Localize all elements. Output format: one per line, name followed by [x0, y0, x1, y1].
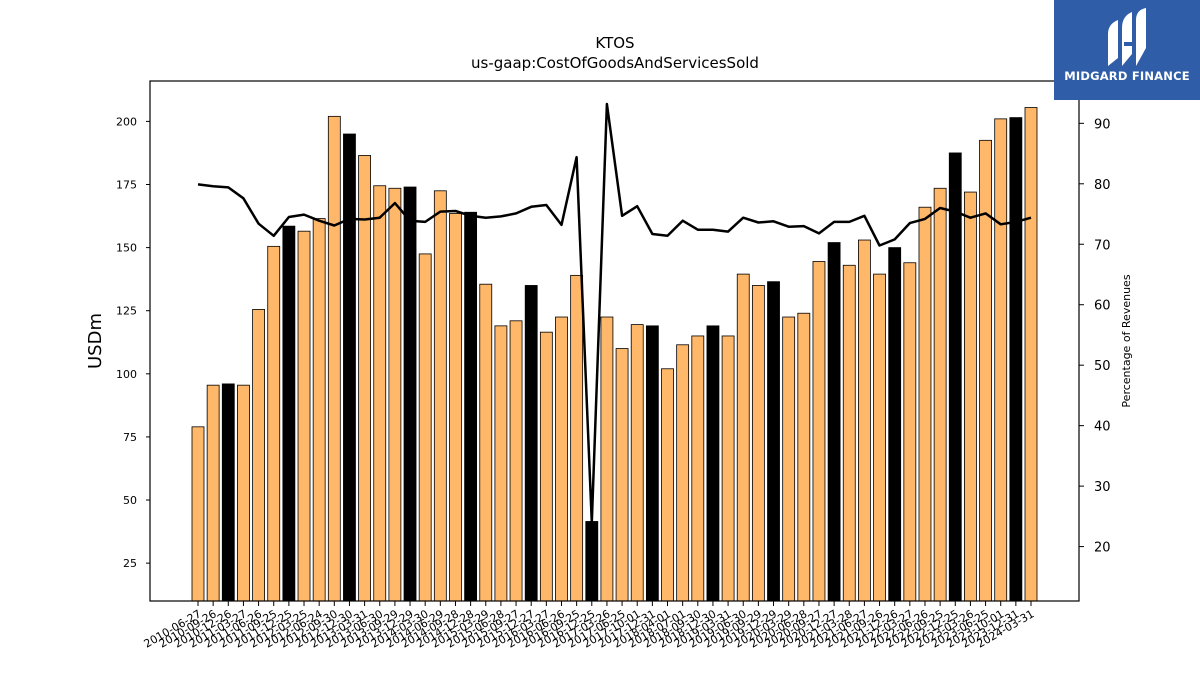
y-tick-label: 75	[123, 431, 137, 444]
y2-tick-label: 80	[1094, 178, 1111, 193]
bar-2018-07-01	[676, 344, 690, 602]
bar-2018-04-01	[661, 368, 674, 602]
line-group	[197, 102, 1032, 524]
y2-tick-label: 50	[1094, 359, 1111, 374]
y2-tick-label: 70	[1094, 238, 1111, 253]
bar-2020-03-29	[782, 316, 796, 602]
bar-2020-12-27	[827, 242, 841, 602]
bar-2010-09-26	[206, 384, 220, 602]
bar-2012-03-25	[297, 230, 311, 602]
bar-2015-03-29	[479, 283, 493, 602]
y-tick-label: 50	[123, 494, 137, 507]
y2-tick-label: 90	[1094, 117, 1111, 132]
bar-2021-03-28	[842, 264, 856, 602]
x-axis: 2010-06-272010-09-262010-12-262011-03-27…	[142, 601, 1037, 651]
y-axis-label: USDm	[85, 313, 106, 369]
percent-of-revenues-line	[197, 102, 1032, 524]
bar-2012-12-30	[343, 133, 356, 602]
bar-2023-10-01	[994, 118, 1008, 602]
bar-2016-03-27	[539, 331, 553, 602]
y-tick-label: 175	[116, 178, 137, 191]
midgard-logo-icon	[1108, 8, 1146, 66]
bar-2020-09-27	[812, 261, 826, 602]
y-tick-label: 125	[116, 305, 137, 318]
bar-2013-12-29	[403, 186, 417, 602]
bar-2019-09-29	[751, 285, 765, 602]
bar-2021-12-26	[888, 247, 902, 602]
bars-group	[191, 107, 1038, 602]
y-tick-label: 100	[116, 368, 137, 381]
bar-2011-09-25	[267, 245, 281, 602]
bar-2017-03-26	[600, 316, 614, 602]
bar-2011-06-26	[252, 309, 265, 602]
bar-2014-12-28	[464, 211, 478, 602]
y-tick-label: 25	[123, 557, 137, 570]
bar-2013-06-30	[373, 185, 387, 602]
bar-2017-10-01	[630, 324, 644, 602]
bar-2016-12-25	[585, 521, 599, 602]
y-tick-label: 150	[116, 242, 137, 255]
bar-2014-03-30	[418, 253, 432, 602]
bar-2019-03-31	[721, 335, 735, 602]
y2-axis-label: Percentage of Revenues	[1120, 274, 1133, 407]
y2-tick-label: 20	[1094, 541, 1111, 556]
bar-2023-12-31	[1009, 117, 1023, 602]
bar-2014-09-28	[449, 213, 462, 602]
logo-text: MIDGARD FINANCE	[1064, 69, 1190, 83]
bar-2023-03-26	[964, 191, 977, 602]
bar-2011-03-27	[237, 384, 250, 602]
bar-2013-09-29	[388, 187, 402, 602]
chart-title: KTOS	[595, 34, 634, 52]
bar-2011-12-25	[282, 225, 296, 602]
bar-2022-03-27	[903, 262, 917, 602]
bar-2014-06-29	[433, 190, 447, 602]
bar-2023-06-25	[979, 139, 992, 602]
bar-2015-09-27	[509, 320, 523, 602]
bar-2016-09-25	[570, 274, 584, 602]
bar-2010-12-26	[221, 383, 235, 602]
bar-2022-12-25	[948, 152, 962, 602]
bar-2024-03-31	[1024, 107, 1038, 602]
bar-2021-09-26	[873, 273, 886, 602]
bar-2010-06-27	[191, 426, 205, 602]
y2-tick-label: 60	[1094, 299, 1111, 314]
bar-2017-12-31	[645, 325, 659, 602]
y-axis: 25 50 75 100 125 150 175 200	[116, 115, 150, 570]
bar-2015-12-27	[524, 285, 538, 602]
bar-2022-06-26	[918, 206, 932, 602]
bar-2022-09-25	[933, 187, 947, 602]
plot-frame	[149, 80, 1080, 602]
bar-2021-06-27	[858, 239, 871, 602]
chart-subtitle: us-gaap:CostOfGoodsAndServicesSold	[471, 54, 759, 72]
bar-2017-06-25	[615, 348, 629, 602]
bar-2019-06-30	[736, 273, 750, 602]
y2-tick-label: 30	[1094, 480, 1111, 495]
bar-2012-06-24	[312, 218, 326, 602]
bar-2012-09-30	[327, 115, 341, 602]
bar-2018-12-30	[706, 325, 720, 602]
y2-tick-label: 40	[1094, 420, 1111, 435]
y-tick-label: 200	[116, 115, 137, 128]
bar-2013-03-31	[358, 155, 372, 602]
bar-2018-09-30	[691, 335, 705, 602]
y2-axis: 20 30 40 50 60 70 80 90	[1079, 117, 1111, 556]
bar-2020-06-28	[797, 312, 811, 602]
midgard-finance-logo: MIDGARD FINANCE	[1054, 0, 1200, 100]
bar-2016-06-26	[555, 316, 568, 602]
bar-2015-06-28	[494, 325, 508, 602]
bar-2019-12-29	[767, 281, 780, 602]
